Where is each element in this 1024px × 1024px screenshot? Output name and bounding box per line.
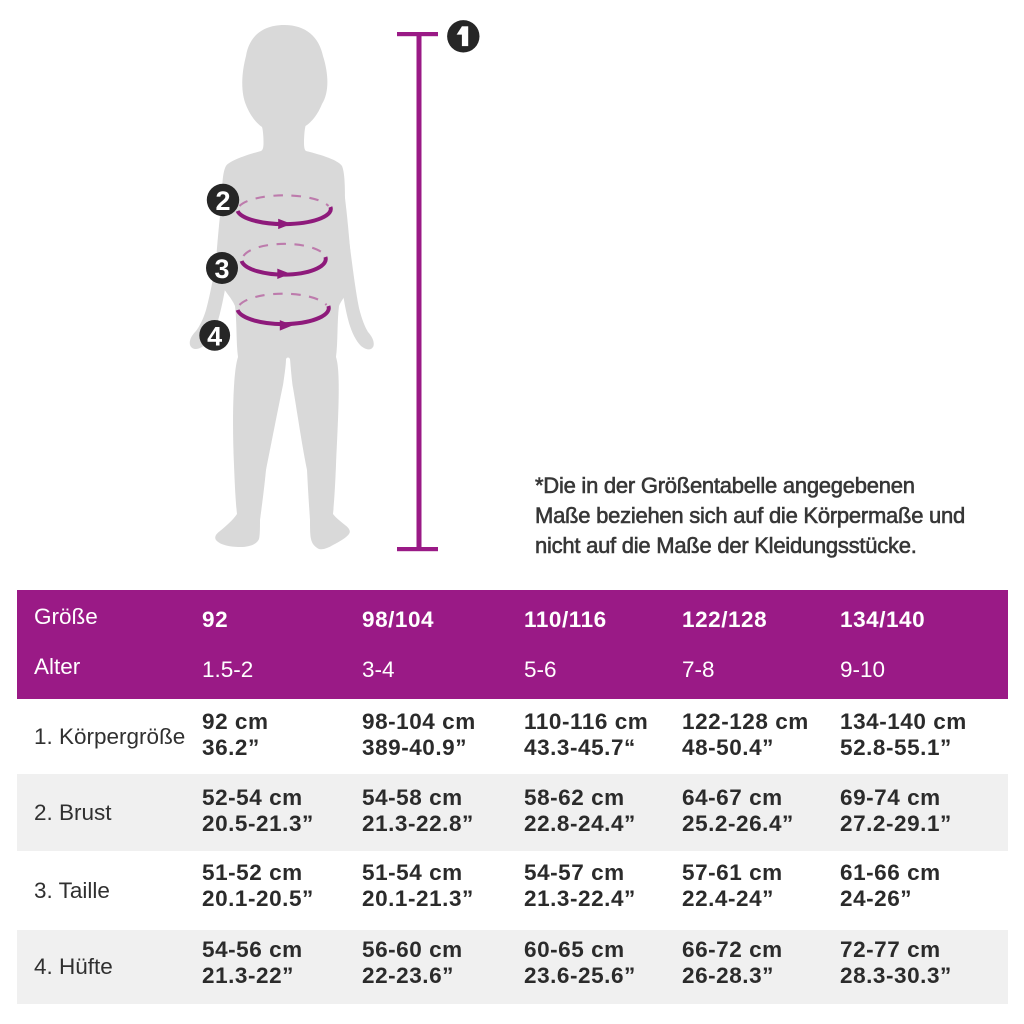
svg-text:3: 3 (214, 254, 229, 284)
svg-text:4: 4 (207, 321, 222, 351)
svg-text:2: 2 (215, 186, 230, 216)
